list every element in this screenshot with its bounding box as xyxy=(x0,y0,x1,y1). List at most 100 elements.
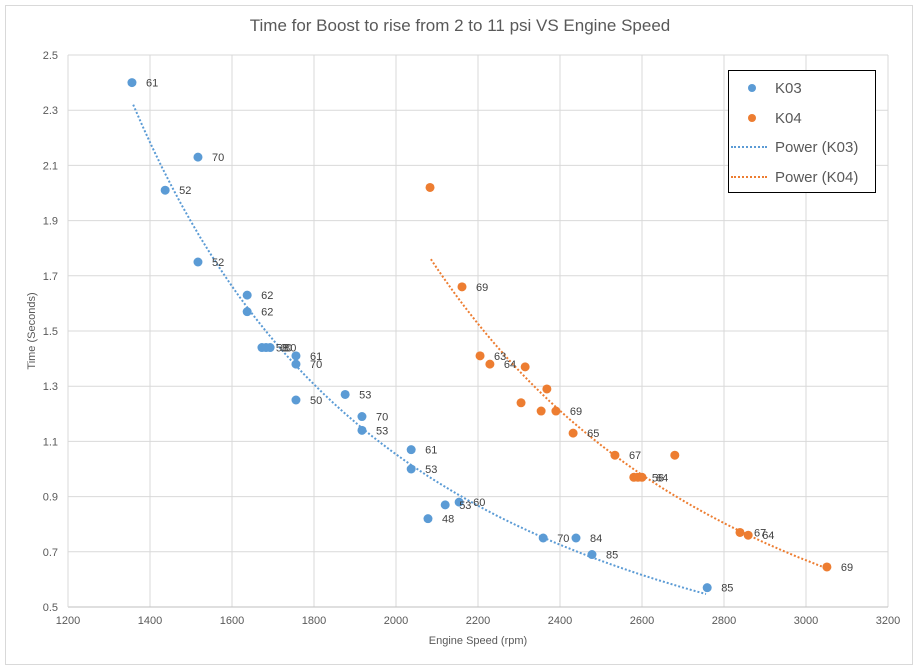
gridlines xyxy=(68,54,889,607)
data-point-k04[interactable] xyxy=(610,450,620,460)
data-label: 61 xyxy=(310,351,322,363)
data-point-k03[interactable] xyxy=(571,533,581,543)
data-point-k03[interactable] xyxy=(440,500,450,510)
x-axis-label: Engine Speed (rpm) xyxy=(429,635,527,647)
data-label: 67 xyxy=(754,527,766,539)
data-point-k03[interactable] xyxy=(291,395,301,405)
data-point-k03[interactable] xyxy=(423,514,433,524)
data-label: 69 xyxy=(570,406,582,418)
data-point-k03[interactable] xyxy=(538,533,548,543)
legend-item-k03[interactable]: K03 xyxy=(729,73,875,103)
data-point-k03[interactable] xyxy=(160,185,170,195)
data-point-k04[interactable] xyxy=(551,406,561,416)
data-point-k04[interactable] xyxy=(568,428,578,438)
data-point-k03[interactable] xyxy=(406,464,416,474)
data-point-k04[interactable] xyxy=(475,351,485,361)
data-point-k03[interactable] xyxy=(357,425,367,435)
data-point-k03[interactable] xyxy=(242,307,252,317)
data-label: 48 xyxy=(442,514,454,526)
data-label: 62 xyxy=(261,290,273,302)
legend-label: Power (K04) xyxy=(775,168,859,186)
trendline-k04 xyxy=(430,258,828,570)
legend-item-power-k04[interactable]: Power (K04) xyxy=(729,162,875,192)
y-tick-label: 1.5 xyxy=(43,326,58,338)
data-point-k03[interactable] xyxy=(193,257,203,267)
data-label: 63 xyxy=(494,351,506,363)
data-point-k04[interactable] xyxy=(425,182,435,192)
legend-item-power-k03[interactable]: Power (K03) xyxy=(729,132,875,162)
dotted-line-icon xyxy=(731,146,767,148)
circle-marker-icon xyxy=(748,84,756,92)
data-point-k04[interactable] xyxy=(743,530,753,540)
data-point-k04[interactable] xyxy=(670,450,680,460)
y-tick-label: 2.5 xyxy=(43,50,58,62)
data-point-k03[interactable] xyxy=(357,412,367,422)
x-tick-label: 3200 xyxy=(876,615,900,627)
data-point-k04[interactable] xyxy=(637,472,647,482)
data-point-k03[interactable] xyxy=(193,152,203,162)
data-point-k04[interactable] xyxy=(822,562,832,572)
data-label: 70 xyxy=(212,152,224,164)
data-point-k04[interactable] xyxy=(536,406,546,416)
data-label: 53 xyxy=(376,425,388,437)
data-label: 53 xyxy=(459,500,471,512)
legend-label: K04 xyxy=(775,109,802,127)
data-label: 69 xyxy=(841,562,853,574)
data-point-k03[interactable] xyxy=(127,78,137,88)
data-label: 64 xyxy=(656,472,668,484)
data-label: 61 xyxy=(146,78,158,90)
data-label: 85 xyxy=(606,550,618,562)
y-axis-label: Time (Seconds) xyxy=(26,292,38,369)
data-point-k04[interactable] xyxy=(542,384,552,394)
data-point-k03[interactable] xyxy=(291,351,301,361)
data-point-k03[interactable] xyxy=(291,359,301,369)
x-tick-label: 1800 xyxy=(302,615,326,627)
y-tick-label: 2.1 xyxy=(43,160,58,172)
data-label: 69 xyxy=(476,282,488,294)
data-label: 58 xyxy=(276,343,288,355)
data-point-k04[interactable] xyxy=(457,282,467,292)
circle-marker-icon xyxy=(748,114,756,122)
data-label: 64 xyxy=(762,530,774,542)
data-label: 52 xyxy=(179,185,191,197)
trendlines xyxy=(132,104,828,595)
data-point-k03[interactable] xyxy=(242,290,252,300)
x-tick-label: 1200 xyxy=(56,615,80,627)
x-tick-label: 1600 xyxy=(220,615,244,627)
y-tick-label: 0.9 xyxy=(43,492,58,504)
data-label: 85 xyxy=(721,583,733,595)
data-label: 64 xyxy=(504,359,516,371)
trendline-k03 xyxy=(132,104,707,595)
data-points xyxy=(127,78,832,593)
x-tick-label: 2200 xyxy=(466,615,490,627)
data-label: 56 xyxy=(652,472,664,484)
data-label: 60 xyxy=(473,497,485,509)
data-label: 60 xyxy=(280,343,292,355)
data-point-k03[interactable] xyxy=(587,550,597,560)
x-tick-label: 2400 xyxy=(548,615,572,627)
y-tick-label: 1.3 xyxy=(43,381,58,393)
data-label: 53 xyxy=(359,389,371,401)
data-label: 70 xyxy=(557,533,569,545)
legend-item-k04[interactable]: K04 xyxy=(729,103,875,133)
data-point-k03[interactable] xyxy=(340,389,350,399)
x-tick-label: 3000 xyxy=(794,615,818,627)
x-tick-label: 1400 xyxy=(138,615,162,627)
legend-label: Power (K03) xyxy=(775,138,859,156)
data-point-k03[interactable] xyxy=(702,583,712,593)
data-point-k04[interactable] xyxy=(735,527,745,537)
data-point-k03[interactable] xyxy=(406,445,416,455)
data-point-k04[interactable] xyxy=(485,359,495,369)
data-label: 70 xyxy=(376,412,388,424)
data-point-k04[interactable] xyxy=(520,362,530,372)
data-label: 80 xyxy=(284,343,296,355)
data-point-k04[interactable] xyxy=(516,398,526,408)
data-label: 53 xyxy=(425,464,437,476)
data-point-k03[interactable] xyxy=(265,343,275,353)
data-point-k03[interactable] xyxy=(454,497,464,507)
y-tick-label: 2.3 xyxy=(43,105,58,117)
y-tick-label: 1.9 xyxy=(43,216,58,228)
y-tick-label: 0.7 xyxy=(43,547,58,559)
